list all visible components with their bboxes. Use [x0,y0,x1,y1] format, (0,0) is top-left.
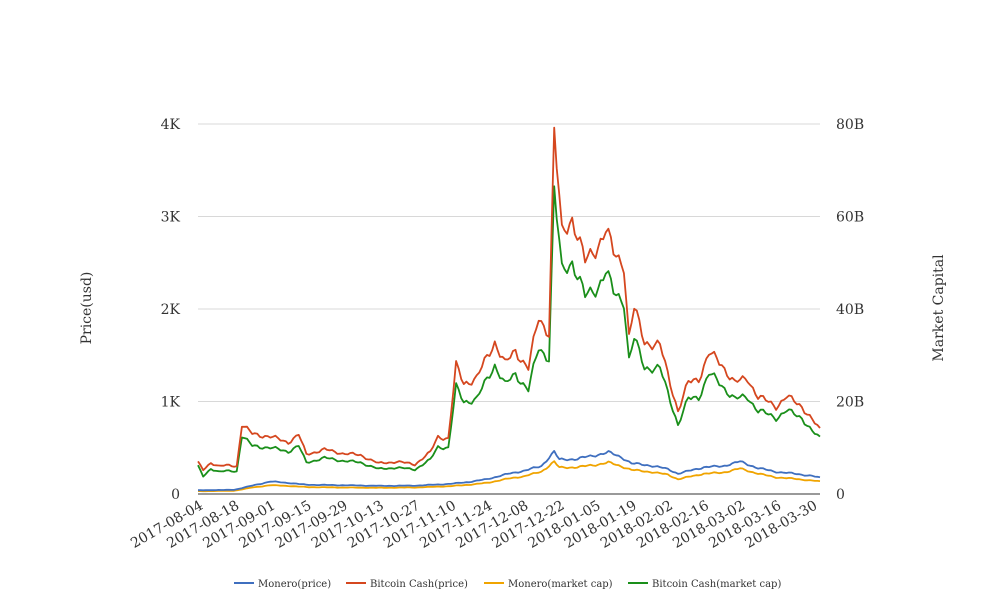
series-line-monero-market-cap [198,460,821,493]
series-lines [197,126,821,493]
left-y-tick-label: 3K [161,210,181,226]
legend-label: Bitcoin Cash(price) [370,579,468,590]
left-y-tick-labels: 0 1K 2K 3K 4K [161,117,181,503]
legend-label: Monero(market cap) [508,579,613,590]
x-tick-labels: 2017-08-042017-08-182017-09-012017-09-15… [128,498,820,552]
legend-label: Monero(price) [258,579,331,590]
right-axis-title: Market Capital [931,254,947,362]
right-y-tick-label: 80B [836,117,864,133]
series-line-bitcoin-cash-price [197,126,821,472]
legend-label: Bitcoin Cash(market cap) [652,579,781,590]
left-axis-title: Price(usd) [79,272,95,345]
right-y-tick-label: 0 [836,487,845,503]
legend: Monero(price) Bitcoin Cash(price) Monero(m… [234,579,781,590]
left-y-tick-label: 4K [161,117,181,133]
gridlines [198,123,820,402]
series-line-monero-price [198,450,821,492]
series-line-bitcoin-cash-market-cap [197,185,821,478]
right-y-tick-label: 60B [836,210,864,226]
right-y-tick-labels: 0 20B 40B 60B 80B [836,117,864,503]
left-y-tick-label: 2K [161,302,181,318]
left-y-tick-label: 1K [161,395,181,411]
right-y-tick-label: 40B [836,302,864,318]
left-y-tick-label: 0 [171,487,180,503]
right-y-tick-label: 20B [836,395,864,411]
